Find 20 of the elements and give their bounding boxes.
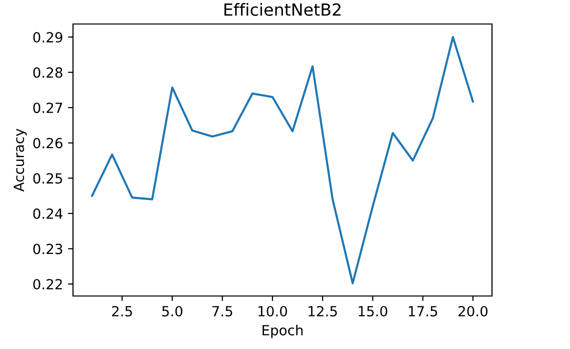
x-tick-label: 5.0 xyxy=(162,306,182,316)
y-tick-label: 0.28 xyxy=(33,67,62,78)
x-tick-label: 20.0 xyxy=(458,306,488,316)
line-series xyxy=(91,36,474,284)
y-tick-label: 0.22 xyxy=(33,278,62,290)
x-tick-label: 7.5 xyxy=(212,306,232,316)
x-tick-label: 17.5 xyxy=(408,306,438,316)
x-tick-label: 10.0 xyxy=(258,306,288,316)
y-tick-label: 0.24 xyxy=(33,208,62,219)
chart-title: EfficientNetB2 xyxy=(224,3,340,16)
y-tick-label: 0.29 xyxy=(33,32,62,43)
y-tick-label: 0.25 xyxy=(33,173,62,184)
y-tick-label: 0.27 xyxy=(33,102,62,114)
x-tick-label: 15.0 xyxy=(358,306,388,316)
y-axis-title: Accuracy xyxy=(14,128,27,192)
x-axis-title: Epoch xyxy=(262,324,303,338)
x-tick-label: 2.5 xyxy=(112,306,132,316)
x-tick-label: 12.5 xyxy=(308,306,337,316)
y-tick-label: 0.23 xyxy=(33,244,62,254)
y-tick-label: 0.26 xyxy=(33,138,62,148)
